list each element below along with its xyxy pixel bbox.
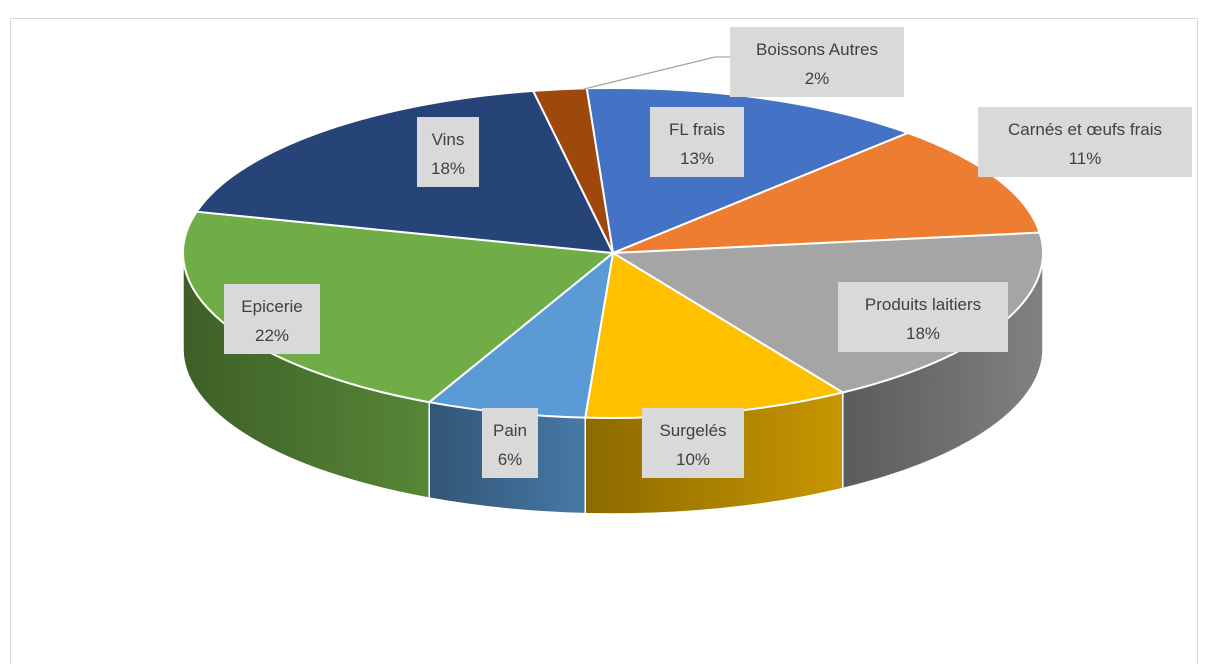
pie-labels: FL frais 13% Carnés et œufs frais 11% Produi… (224, 27, 1192, 478)
slice-percent-label: 13% (680, 149, 714, 168)
slice-category-label: Produits laitiers (865, 295, 981, 314)
slice-label-6: Vins 18% (417, 117, 479, 187)
slice-category-label: Pain (493, 421, 527, 440)
slice-label-box (642, 408, 744, 478)
slice-category-label: Epicerie (241, 297, 302, 316)
slice-percent-label: 18% (431, 159, 465, 178)
slice-category-label: FL frais (669, 120, 725, 139)
slice-label-5: Epicerie 22% (224, 284, 320, 354)
slice-category-label: Boissons Autres (756, 40, 878, 59)
slice-percent-label: 10% (676, 450, 710, 469)
slice-label-4: Pain 6% (482, 408, 538, 478)
slice-label-box (978, 107, 1192, 177)
pie-top (182, 87, 1044, 419)
slice-label-box (417, 117, 479, 187)
slice-label-1: Carnés et œufs frais 11% (978, 107, 1192, 177)
slice-category-label: Carnés et œufs frais (1008, 120, 1162, 139)
slice-category-label: Vins (432, 130, 465, 149)
slice-percent-label: 11% (1069, 149, 1102, 168)
slice-percent-label: 18% (906, 324, 940, 343)
leader-line-7 (583, 56, 730, 90)
slice-percent-label: 6% (498, 450, 523, 469)
slice-label-box (482, 408, 538, 478)
slice-label-2: Produits laitiers 18% (838, 282, 1008, 352)
slice-label-3: Surgelés 10% (642, 408, 744, 478)
pie-slice-6 (194, 89, 615, 255)
slice-label-box (730, 27, 904, 97)
slice-label-box (224, 284, 320, 354)
pie-slice-5 (182, 210, 616, 404)
slice-label-0: FL frais 13% (650, 107, 744, 177)
pie-slice-1 (612, 131, 1042, 254)
slice-category-label: Surgelés (659, 421, 726, 440)
slice-percent-label: 2% (805, 69, 830, 88)
slice-label-box (650, 107, 744, 177)
slice-label-7: Boissons Autres 2% (730, 27, 904, 97)
slice-label-box (838, 282, 1008, 352)
slice-percent-label: 22% (255, 326, 289, 345)
